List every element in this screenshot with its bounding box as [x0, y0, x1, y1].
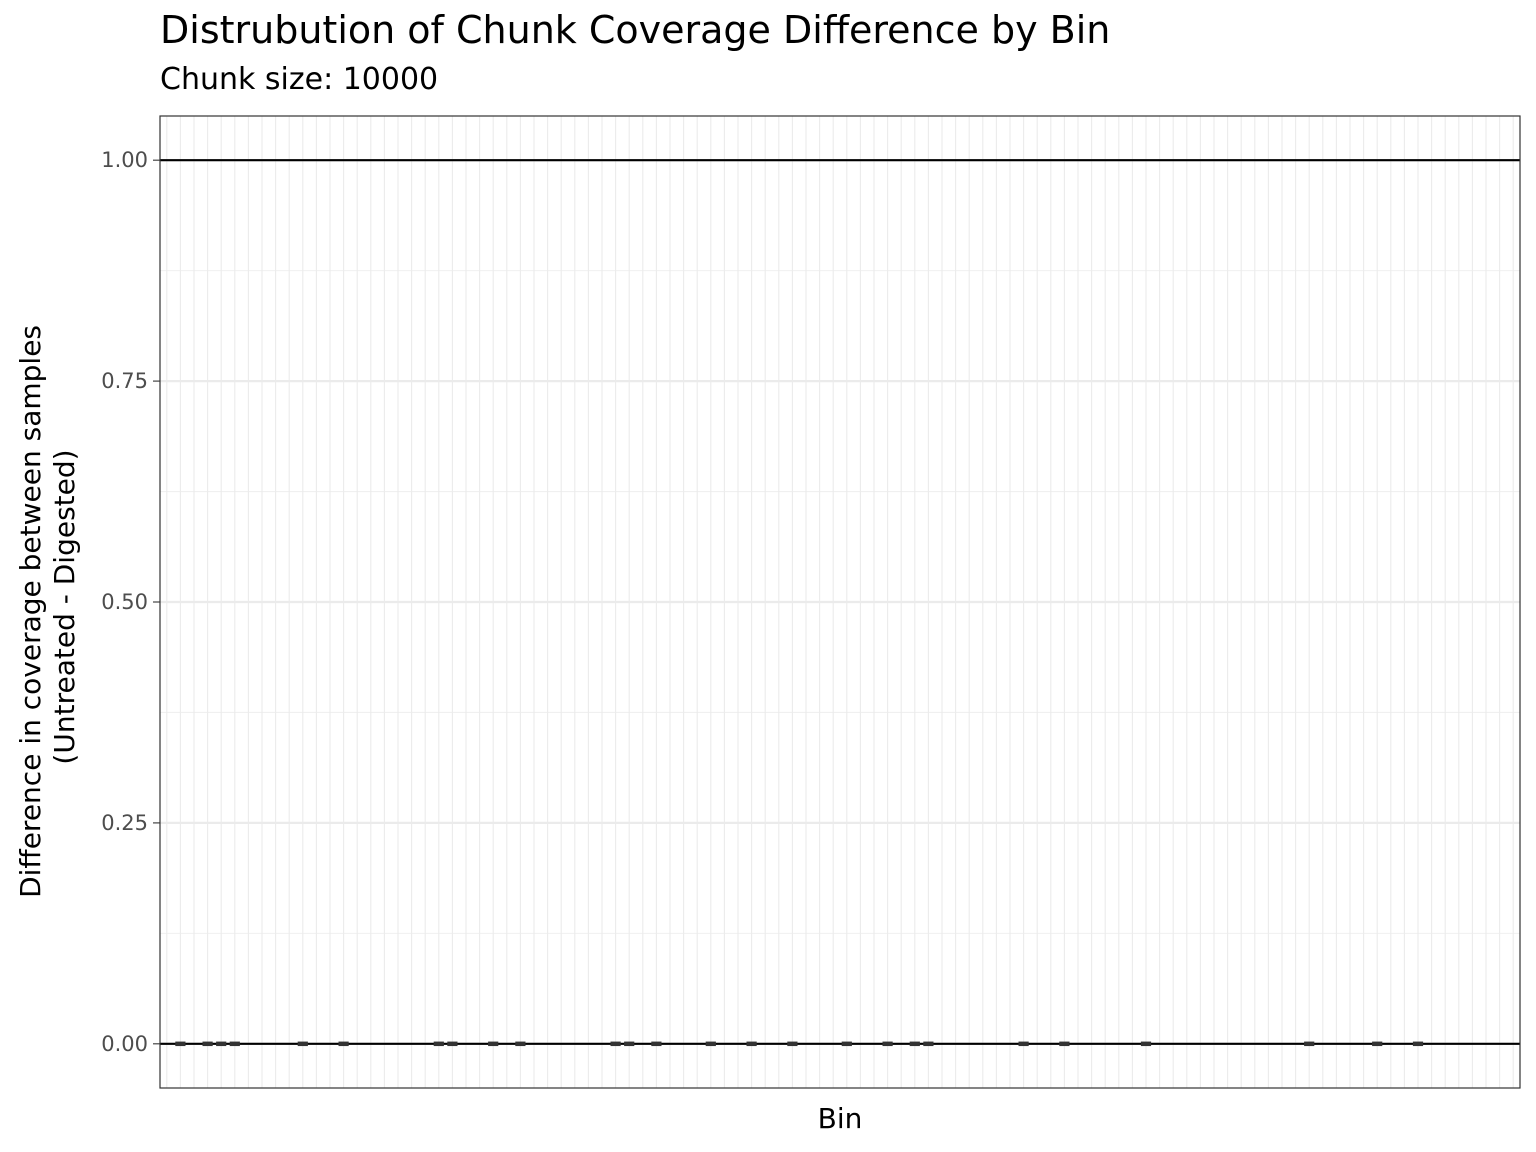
y-tick-label: 0.00: [101, 1032, 148, 1056]
chart-title: Distrubution of Chunk Coverage Differenc…: [160, 8, 1111, 52]
y-axis-title: Difference in coverage between samples (…: [14, 316, 81, 898]
y-axis-title-line-2: (Untreated - Digested): [48, 449, 81, 764]
y-tick-label: 0.75: [101, 369, 148, 393]
y-axis: 0.00 0.25 0.50 0.75 1.00: [101, 148, 160, 1056]
chart-subtitle: Chunk size: 10000: [160, 62, 439, 97]
reference-lines: [160, 159, 1520, 1045]
x-axis-title: Bin: [818, 1102, 863, 1135]
y-tick-label: 0.25: [101, 811, 148, 835]
y-tick-label: 0.50: [101, 590, 148, 614]
y-tick-label: 1.00: [101, 148, 148, 172]
minor-y-gridlines: [160, 270, 1520, 934]
y-axis-title-line-1: Difference in coverage between samples: [14, 325, 47, 898]
